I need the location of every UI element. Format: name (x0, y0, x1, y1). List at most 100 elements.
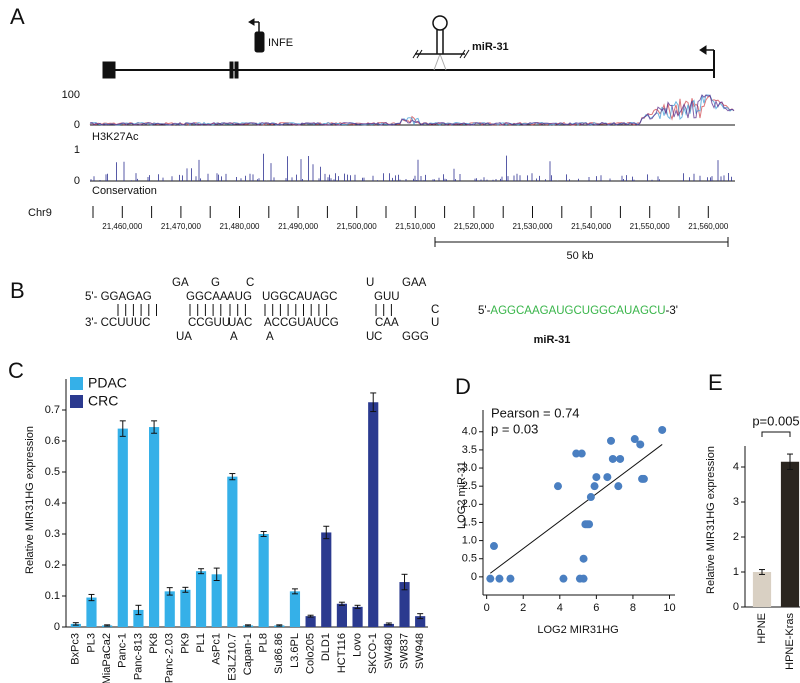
y-tick-label: 3 (733, 496, 739, 508)
sequence-segment: 3'- CCUUUC (85, 317, 150, 329)
legend-label: PDAC (88, 375, 127, 391)
point (639, 474, 648, 483)
bar (227, 476, 238, 627)
y-tick-label: 1.0 (462, 534, 477, 546)
sequence-segment: GAA (402, 277, 427, 289)
x-tick-label: 6 (593, 602, 599, 614)
point (607, 436, 615, 445)
point (636, 440, 645, 449)
coordinate-label: 21,500,000 (337, 222, 378, 231)
point (553, 482, 562, 491)
panel-label: E (708, 370, 723, 395)
sequence-segment: CAA (375, 317, 399, 329)
point (608, 454, 617, 463)
sequence-segment: CCGUU (188, 317, 230, 329)
bar (352, 606, 363, 627)
y-tick-label: 0.7 (45, 404, 60, 416)
point (579, 574, 588, 583)
break-mark (459, 49, 466, 59)
sequence-segment: GGCAA (186, 291, 228, 303)
sequence-segment: UA (176, 331, 192, 343)
track-min: 0 (74, 175, 80, 187)
track-name: H3K27Ac (92, 131, 139, 143)
x-tick-label: 0 (484, 602, 490, 614)
point (572, 449, 581, 458)
gene-label: miR-31 (472, 41, 509, 53)
point (489, 542, 498, 551)
bar (133, 609, 144, 627)
sequence-segment: GGG (402, 331, 429, 343)
x-tick-label: 2 (520, 602, 526, 614)
bar (289, 591, 301, 627)
panel-label: C (8, 358, 24, 383)
coordinate-label: 21,540,000 (571, 222, 612, 231)
x-tick-label: HPNE-Kras (784, 613, 796, 670)
bar (180, 589, 191, 627)
sequence-part: 5'- (478, 305, 491, 317)
x-axis-title: LOG2 MIR31HG (537, 624, 618, 636)
sequence-segment: G (211, 277, 220, 289)
x-tick-label: SW480 (383, 633, 395, 669)
bar (117, 428, 128, 627)
fit-line (490, 444, 663, 574)
sequence-segment: UAC (228, 317, 252, 329)
point (585, 520, 594, 529)
gene-label: INFE (268, 37, 293, 49)
sequence-segment: ACCGUAUCG (264, 317, 339, 329)
coordinate-label: 21,550,000 (630, 222, 671, 231)
x-tick-label: PL1 (195, 633, 207, 653)
x-tick-label: MiaPaCa2 (101, 633, 113, 683)
x-tick-label: BxPc3 (70, 633, 82, 665)
x-tick-label: PK8 (148, 633, 160, 654)
x-tick-label: HPNE (756, 613, 768, 644)
x-tick-label: Colo205 (305, 633, 317, 674)
point (579, 554, 588, 563)
sequence-segment: AUG (227, 291, 252, 303)
bar (258, 534, 269, 627)
point (559, 574, 568, 583)
zoom-line (439, 53, 447, 71)
x-tick-label: E3LZ10.7 (226, 633, 238, 681)
y-tick-label: 2.5 (462, 480, 477, 492)
y-tick-label: 2 (733, 531, 739, 543)
bar (368, 402, 379, 627)
panel-label: D (455, 374, 471, 399)
y-tick-label: 0.3 (45, 528, 60, 540)
arrow-head (248, 18, 255, 26)
y-tick-label: 0.5 (45, 466, 60, 478)
sequence-segment: 5'- GGAGAG (85, 291, 152, 303)
point (590, 482, 599, 491)
y-axis-title: Relative MIR31HG expression (24, 426, 36, 574)
y-tick-label: 0.6 (45, 435, 60, 447)
arrow-head (699, 45, 707, 55)
bar (195, 571, 207, 627)
x-tick-label: 10 (663, 602, 675, 614)
bar (149, 427, 160, 627)
h3k27ac-signal (90, 94, 735, 126)
y-tick-label: 0.2 (45, 559, 60, 571)
y-tick-label: 0 (54, 621, 60, 633)
base-pairs (117, 304, 392, 316)
track-max: 1 (74, 144, 80, 156)
point (614, 482, 623, 491)
coordinate-label: 21,490,000 (278, 222, 319, 231)
zoom-line (433, 53, 441, 71)
gene-model (102, 15, 715, 79)
y-tick-label: 2.0 (462, 498, 477, 510)
significance-bracket (761, 431, 791, 437)
x-tick-label: Capan-1 (242, 633, 254, 675)
coordinate-label: 21,460,000 (102, 222, 143, 231)
x-tick-label: PK9 (179, 633, 191, 654)
h3k27ac-signal (89, 94, 735, 126)
bar (86, 597, 97, 627)
panel-label: B (10, 278, 25, 303)
y-tick-label: 3.5 (462, 444, 477, 456)
bar (164, 591, 175, 627)
y-tick-label: 0.5 (462, 553, 477, 565)
point (592, 473, 601, 482)
legend-swatch (70, 377, 83, 390)
sequence-segment: A (181, 277, 189, 289)
y-tick-label: 3.0 (462, 462, 477, 474)
point (495, 574, 504, 583)
exon (234, 61, 239, 79)
